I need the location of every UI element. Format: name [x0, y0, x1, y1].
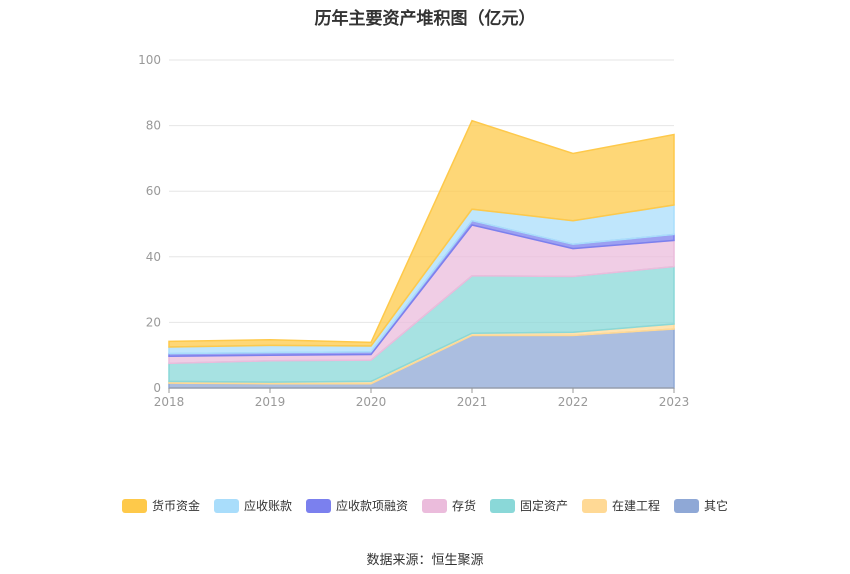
x-tick-label: 2021 [457, 395, 488, 409]
y-tick-label: 0 [153, 381, 161, 395]
legend-label: 在建工程 [612, 499, 661, 513]
x-tick-label: 2023 [659, 395, 690, 409]
x-tick-label: 2018 [154, 395, 185, 409]
x-tick-label: 2020 [356, 395, 387, 409]
legend-swatch [121, 498, 147, 513]
legend-swatch [582, 498, 608, 513]
series-areas [168, 119, 675, 389]
x-axis [168, 387, 675, 393]
legend-label: 应收款项融资 [335, 499, 408, 513]
x-tick-label: 2022 [558, 395, 589, 409]
legend-swatch [213, 498, 239, 513]
legend-label: 存货 [451, 499, 476, 513]
legend-label: 其它 [704, 499, 729, 513]
legend-item[interactable]: 其它 [674, 497, 728, 514]
y-tick-labels: 0 20 40 60 80 100 [138, 53, 161, 395]
legend-swatch [421, 498, 447, 513]
legend-item[interactable]: 应收款项融资 [305, 497, 408, 514]
legend-swatch [674, 498, 700, 513]
chart-title: 历年主要资产堆积图（亿元） [314, 9, 536, 29]
legend-item[interactable]: 固定资产 [490, 497, 568, 514]
y-tick-label: 40 [146, 250, 161, 264]
source-note: 数据来源：恒生聚源 [366, 553, 484, 568]
legend-item[interactable]: 应收账款 [213, 497, 292, 514]
legend-swatch [305, 498, 331, 513]
legend-swatch [490, 498, 515, 513]
y-tick-label: 100 [138, 53, 161, 67]
legend-label: 固定资产 [520, 499, 569, 513]
y-tick-label: 20 [146, 315, 161, 329]
y-tick-label: 60 [146, 184, 161, 198]
legend-item[interactable]: 存货 [421, 497, 476, 514]
legend-item[interactable]: 货币资金 [121, 497, 200, 514]
legend-label: 应收账款 [243, 499, 292, 513]
stacked-area-chart: 0 20 40 60 80 100 2018 2019 2020 2021 2022 2023 [138, 53, 690, 409]
legend-item[interactable]: 在建工程 [582, 497, 660, 514]
legend: 货币资金 应收账款 应收款项融资 存货 固定资产 在建工程 其它 [0, 497, 850, 514]
x-tick-label: 2019 [255, 395, 286, 409]
legend-label: 货币资金 [151, 499, 200, 513]
y-tick-label: 80 [146, 119, 161, 133]
x-tick-labels: 2018 2019 2020 2021 2022 2023 [154, 395, 690, 409]
area-series-货币资金 [168, 119, 675, 348]
